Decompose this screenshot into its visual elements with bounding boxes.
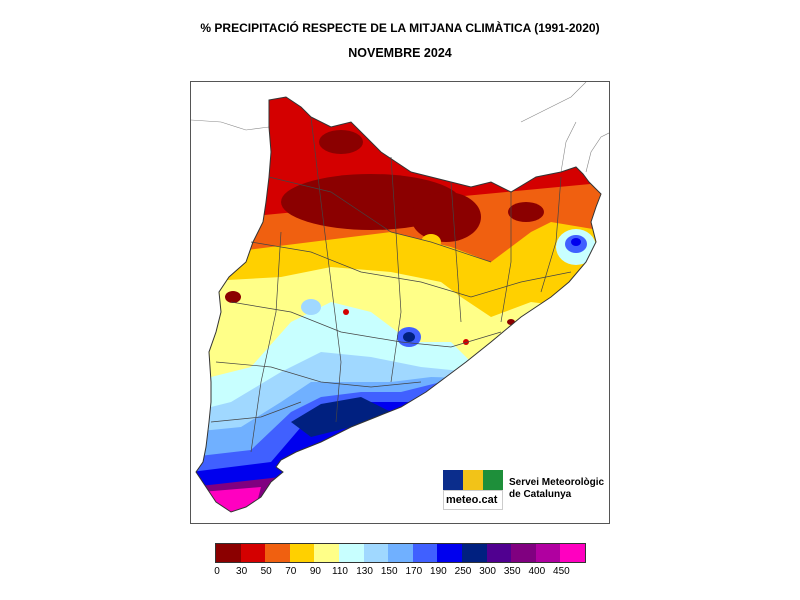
legend-tick-label: 250 [454,566,472,577]
institution-name-line1: Servei Meteorològic [509,477,605,488]
legend-swatch [511,544,536,562]
legend-tick-label: 450 [553,566,570,577]
institution-name-line2: de Catalunya [509,489,572,500]
legend-tick-label: 350 [503,566,521,577]
legend-tick-label: 190 [430,566,447,577]
legend-swatch [314,544,339,562]
legend-swatch [216,544,241,562]
legend-swatch [486,544,512,562]
logo-wordmark-box: meteo.cat [443,490,503,510]
legend-tick-label: 0 [214,566,220,577]
logo-box-blue [443,470,463,490]
legend-swatch [240,544,266,562]
legend-tick-label: 150 [380,566,398,577]
legend-swatch [289,544,315,562]
logo-box-yellow [463,470,483,490]
catalonia-outline [195,96,602,513]
meteocat-logo: meteo.cat Servei Meteorològic de Catalun… [443,470,605,510]
outside-borders [191,82,609,173]
legend-swatch [388,544,413,562]
legend-tick-label: 170 [405,566,423,577]
map-subtitle: NOVEMBRE 2024 [348,46,452,60]
legend-tick-label: 30 [236,566,248,577]
legend-swatch [535,544,561,562]
comarca-borders [210,116,572,453]
legend-swatch [265,544,290,562]
legend-swatch [560,544,585,562]
legend-swatch [338,544,364,562]
logo-box-green [483,470,503,490]
legend-color-bar [215,543,586,563]
legend-swatch [461,544,487,562]
legend-swatch [437,544,462,562]
legend-tick-label: 130 [356,566,373,577]
legend-tick-label: 90 [309,566,321,577]
legend-tick-label: 400 [528,566,546,577]
legend-tick-label: 50 [260,566,272,577]
logo-wordmark: meteo.cat [446,494,498,506]
precipitation-map [190,81,610,524]
legend-tick-label: 300 [479,566,496,577]
legend-tick-label: 70 [285,566,297,577]
legend-swatch [412,544,438,562]
legend-swatch [363,544,389,562]
legend-tick-label: 110 [332,566,348,577]
map-title: % PRECIPITACIÓ RESPECTE DE LA MITJANA CL… [200,21,600,35]
catalonia-map-svg [191,82,609,513]
legend-labels: 0 30 50 70 90 110 130 150 170 190 250 300 350 400 450 [0,566,800,582]
